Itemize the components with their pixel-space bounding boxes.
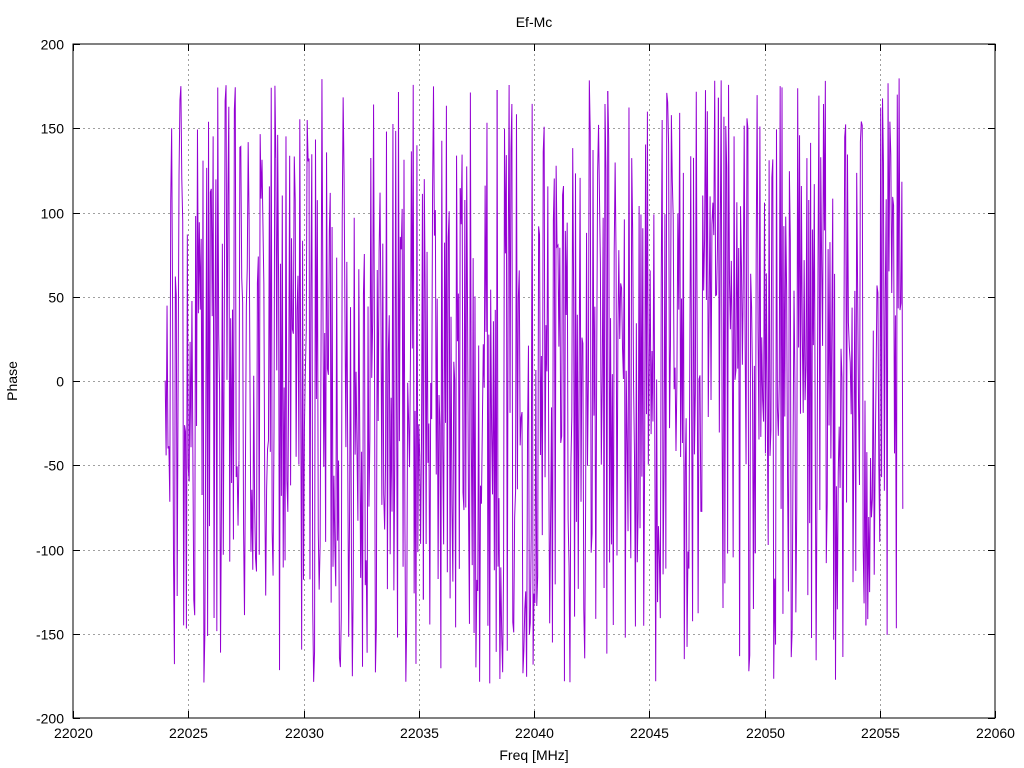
- series-line-segment: [349, 104, 387, 677]
- x-tick-labels: 22020 22025 22030 22035 22040 22045 22050 22055…: [54, 725, 1015, 741]
- y-tick-label: -100: [36, 543, 64, 559]
- series-line-segment: [201, 85, 240, 683]
- series-line-segment: [865, 78, 904, 635]
- series-line-segment: [533, 126, 572, 683]
- y-tick-label: 100: [41, 206, 65, 222]
- y-tick-label: 200: [41, 37, 65, 53]
- series-group: [164, 78, 904, 684]
- series-line-segment: [496, 84, 535, 679]
- x-tick-label: 22030: [285, 725, 324, 741]
- y-tick-label: 0: [56, 374, 64, 390]
- x-tick-label: 22060: [976, 725, 1015, 741]
- y-tick-label: 150: [41, 121, 65, 137]
- x-tick-label: 22055: [861, 725, 900, 741]
- x-axis-label: Freq [MHz]: [499, 747, 568, 763]
- series-line-segment: [791, 80, 830, 661]
- y-tick-label: 50: [48, 290, 64, 306]
- series-line-segment: [459, 89, 498, 684]
- series-line-segment: [164, 86, 203, 665]
- series-line-segment: [422, 86, 461, 669]
- chart-title: Ef-Mc: [516, 14, 553, 30]
- x-tick-label: 22025: [169, 725, 208, 741]
- series-line-segment: [275, 119, 314, 671]
- x-tick-label: 22020: [54, 725, 93, 741]
- series-line-segment: [681, 80, 719, 660]
- y-tick-label: -200: [36, 711, 64, 727]
- y-tick-label: -50: [44, 458, 64, 474]
- series-line-segment: [717, 80, 756, 672]
- series-line-segment: [570, 80, 609, 659]
- x-tick-label: 22050: [746, 725, 785, 741]
- y-axis-label: Phase: [4, 361, 20, 401]
- series-line-segment: [312, 79, 351, 682]
- grid-lines: [73, 44, 995, 718]
- series-line-segment: [644, 92, 683, 682]
- series-line-segment: [754, 86, 793, 679]
- series-line-segment: [238, 85, 277, 616]
- series-line-segment: [828, 121, 867, 680]
- x-tick-label: 22035: [400, 725, 439, 741]
- x-tick-label: 22040: [515, 725, 554, 741]
- series-line-segment: [607, 91, 646, 638]
- series-line-segment: [385, 84, 424, 682]
- y-tick-labels: -200 -150 -100 -50 0 50 100 150 200: [36, 37, 64, 727]
- tick-marks: [73, 44, 996, 719]
- y-tick-label: -150: [36, 627, 64, 643]
- x-tick-label: 22045: [630, 725, 669, 741]
